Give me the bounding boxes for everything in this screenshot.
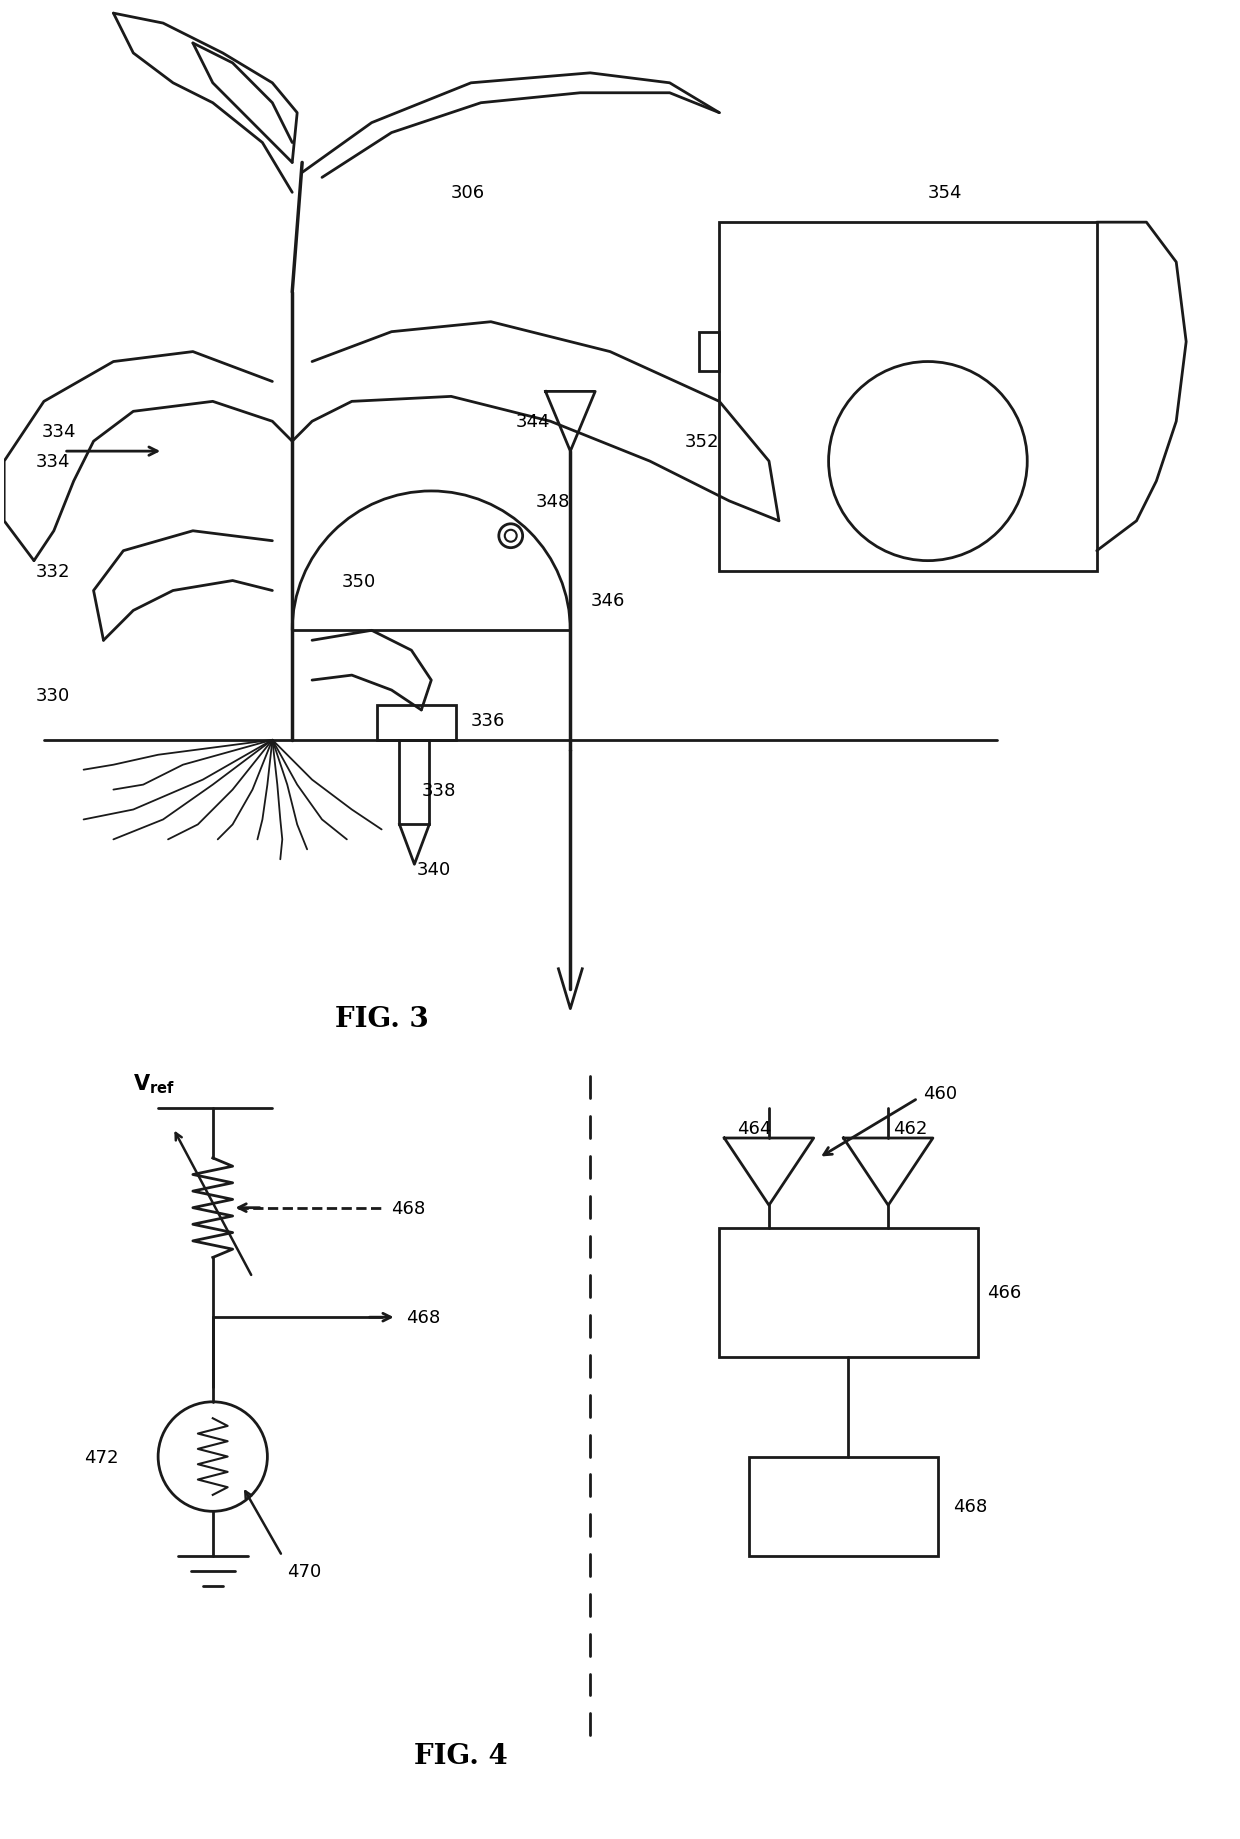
Text: $\mathbf{V_{ref}}$: $\mathbf{V_{ref}}$ [133,1072,175,1096]
Text: 336: 336 [471,712,506,730]
Text: 330: 330 [36,686,71,704]
Text: 340: 340 [417,861,450,879]
Circle shape [505,530,517,543]
Text: 468: 468 [952,1497,987,1515]
Text: 332: 332 [36,563,71,581]
Text: 338: 338 [422,782,456,800]
Text: 352: 352 [684,432,719,451]
Text: 334: 334 [36,452,71,471]
Text: 466: 466 [987,1284,1022,1302]
Bar [377,706,456,741]
Bar [399,741,429,826]
Text: FIG. 3: FIG. 3 [335,1006,429,1032]
Text: 350: 350 [342,572,376,590]
Text: 346: 346 [590,592,625,611]
Text: 462: 462 [893,1120,928,1138]
Bar [699,333,719,371]
Bar [719,1228,977,1357]
Text: 460: 460 [923,1085,957,1103]
Bar [719,223,1096,572]
Text: FIG. 4: FIG. 4 [414,1742,508,1769]
Text: 472: 472 [83,1447,118,1466]
Text: 306: 306 [451,184,485,202]
Text: 470: 470 [288,1561,321,1580]
Text: 348: 348 [536,493,570,511]
Text: 334: 334 [42,423,77,441]
Text: 354: 354 [928,184,962,202]
Text: 344: 344 [516,414,551,430]
Text: 468: 468 [407,1309,440,1326]
Text: 468: 468 [392,1199,425,1217]
Text: 464: 464 [738,1120,771,1138]
Bar [749,1456,937,1556]
